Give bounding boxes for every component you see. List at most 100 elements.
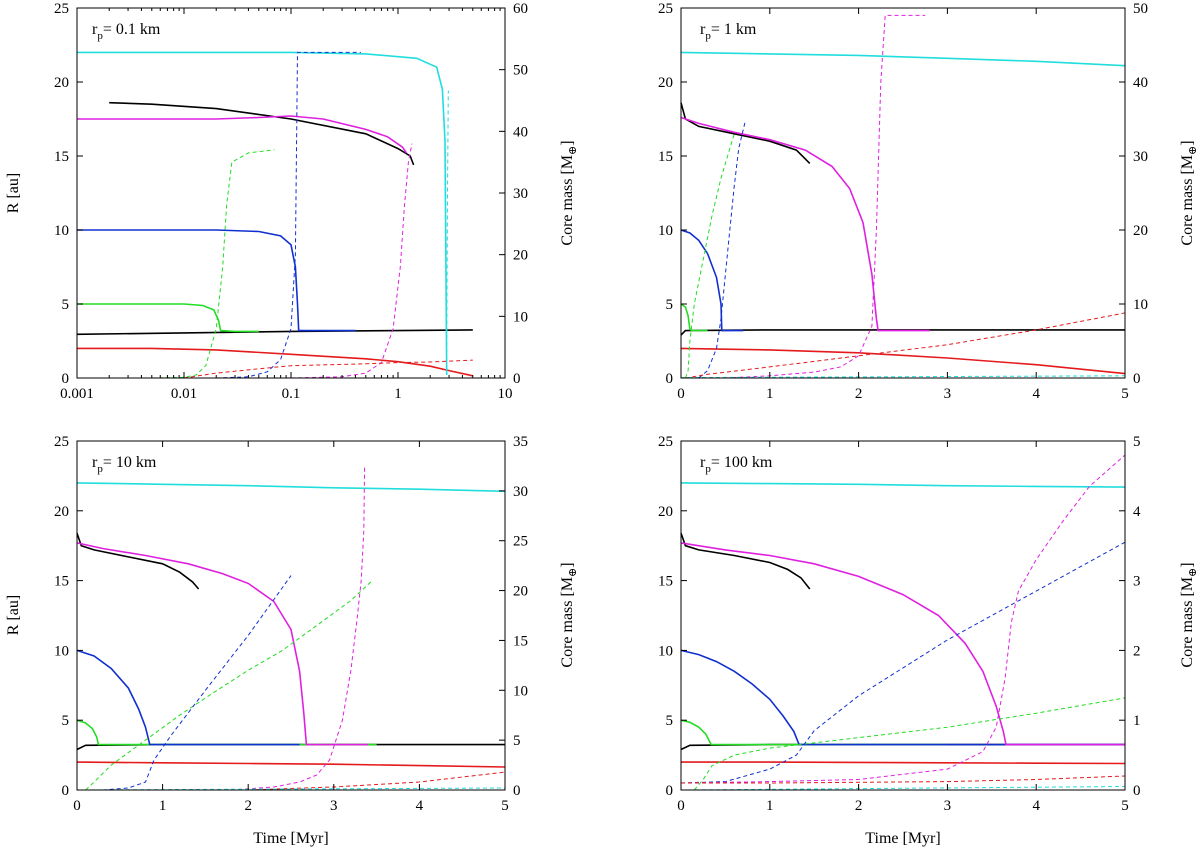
x-tick-label: 5 bbox=[1121, 798, 1129, 814]
x-tick-label: 4 bbox=[416, 798, 424, 814]
y-tick-label: 5 bbox=[62, 713, 70, 729]
y2-tick-label: 35 bbox=[513, 434, 528, 450]
x-tick-label: 2 bbox=[855, 798, 863, 814]
series-magenta-R bbox=[680, 542, 1125, 746]
y-tick-label: 15 bbox=[54, 574, 69, 590]
series-cyan-M bbox=[446, 90, 450, 360]
series-red-M bbox=[681, 775, 1126, 784]
y2-tick-label: 50 bbox=[513, 63, 528, 79]
series-magenta-R bbox=[76, 542, 368, 746]
y2-tick-label: 2 bbox=[1133, 643, 1141, 659]
panel-label: rp= 10 km bbox=[92, 454, 157, 475]
series-red-M bbox=[248, 771, 506, 791]
y2-tick-label: 0 bbox=[513, 783, 521, 799]
y2-tick-label: 25 bbox=[513, 534, 528, 550]
x-tick-label: 2 bbox=[855, 386, 863, 402]
y-tick-label: 0 bbox=[62, 783, 70, 799]
series-green-M bbox=[85, 580, 373, 791]
y-tick-label: 15 bbox=[658, 149, 673, 165]
series-black-R2 bbox=[76, 532, 200, 590]
y-tick-label: 10 bbox=[54, 223, 69, 239]
y2-tick-label: 10 bbox=[1133, 297, 1148, 313]
y2-tick-label: 1 bbox=[1133, 713, 1141, 729]
series-green-M bbox=[693, 697, 1126, 791]
y2-tick-label: 30 bbox=[1133, 149, 1148, 165]
y2-tick-label: 20 bbox=[513, 584, 528, 600]
y-tick-label: 25 bbox=[54, 1, 69, 17]
series-blue-M bbox=[216, 51, 361, 379]
y2-tick-label: 20 bbox=[1133, 223, 1148, 239]
y-axis-label-right: Core mass [M⊕] bbox=[1179, 140, 1199, 245]
plot-frame bbox=[680, 7, 1126, 379]
series-red-R bbox=[681, 761, 1126, 765]
series-cyan-R bbox=[680, 482, 1126, 488]
y2-tick-label: 3 bbox=[1133, 574, 1141, 590]
y-tick-label: 5 bbox=[62, 297, 70, 313]
y-tick-label: 15 bbox=[658, 574, 673, 590]
y-axis-label-right: Core mass [M⊕] bbox=[1179, 562, 1199, 667]
series-blue-M bbox=[698, 122, 746, 379]
x-tick-label: 1 bbox=[766, 798, 774, 814]
y2-tick-label: 0 bbox=[1133, 371, 1141, 387]
series-red-R bbox=[680, 347, 1126, 375]
series-red-M bbox=[685, 312, 1126, 379]
y-axis-label-right: Core mass [M⊕] bbox=[559, 140, 579, 245]
series-blue-R bbox=[680, 229, 744, 332]
series-red-R bbox=[77, 347, 473, 377]
y-tick-label: 20 bbox=[658, 75, 673, 91]
y-tick-label: 15 bbox=[54, 149, 69, 165]
x-tick-label: 5 bbox=[501, 798, 509, 814]
series-blue-R bbox=[77, 229, 356, 332]
y2-tick-label: 20 bbox=[513, 248, 528, 264]
series-magenta-R bbox=[680, 116, 930, 332]
y-tick-label: 0 bbox=[666, 371, 674, 387]
x-tick-label: 0 bbox=[73, 798, 81, 814]
plot-frame bbox=[76, 440, 506, 791]
series-magenta-M bbox=[290, 143, 413, 379]
y-tick-label: 10 bbox=[658, 223, 673, 239]
x-axis-label: Time [Myr] bbox=[253, 830, 328, 847]
y-tick-label: 20 bbox=[658, 504, 673, 520]
series-green-M bbox=[151, 149, 275, 379]
series-green-M bbox=[684, 133, 735, 379]
y2-tick-label: 30 bbox=[513, 484, 528, 500]
y2-tick-label: 5 bbox=[1133, 434, 1141, 450]
series-red-M bbox=[183, 359, 473, 379]
x-tick-label: 0 bbox=[677, 386, 685, 402]
series-blue-M bbox=[680, 541, 1126, 784]
y-tick-label: 20 bbox=[54, 75, 69, 91]
x-tick-label: 3 bbox=[330, 798, 338, 814]
plot-frame bbox=[680, 440, 1126, 791]
series-magenta-R bbox=[77, 115, 408, 154]
y2-tick-label: 0 bbox=[513, 371, 521, 387]
x-tick-label: 10 bbox=[498, 386, 513, 402]
y-tick-label: 25 bbox=[54, 434, 69, 450]
x-tick-label: 1 bbox=[394, 386, 402, 402]
series-magenta-M bbox=[680, 454, 1126, 784]
y2-tick-label: 5 bbox=[513, 733, 521, 749]
x-tick-label: 5 bbox=[1121, 386, 1129, 402]
y2-tick-label: 30 bbox=[513, 186, 528, 202]
x-axis-label: Time [Myr] bbox=[865, 830, 940, 847]
y-axis-label-left: R [au] bbox=[5, 595, 22, 635]
y-tick-label: 5 bbox=[666, 713, 674, 729]
y-tick-label: 10 bbox=[658, 643, 673, 659]
series-black-R1 bbox=[76, 329, 473, 336]
panel-label: rp= 1 km bbox=[700, 21, 757, 42]
y-tick-label: 0 bbox=[666, 783, 674, 799]
x-tick-label: 0.01 bbox=[171, 386, 197, 402]
panel-label: rp= 0.1 km bbox=[92, 21, 161, 42]
y-axis-label-right: Core mass [M⊕] bbox=[559, 562, 579, 667]
y2-tick-label: 50 bbox=[1133, 1, 1148, 17]
series-green-R bbox=[680, 303, 708, 332]
series-black-R2 bbox=[109, 101, 415, 166]
series-cyan-M bbox=[680, 786, 1126, 791]
series-green-R bbox=[680, 719, 948, 746]
x-tick-label: 4 bbox=[1032, 798, 1040, 814]
x-tick-label: 1 bbox=[159, 798, 167, 814]
series-magenta-M bbox=[231, 465, 366, 791]
y-tick-label: 10 bbox=[54, 643, 69, 659]
